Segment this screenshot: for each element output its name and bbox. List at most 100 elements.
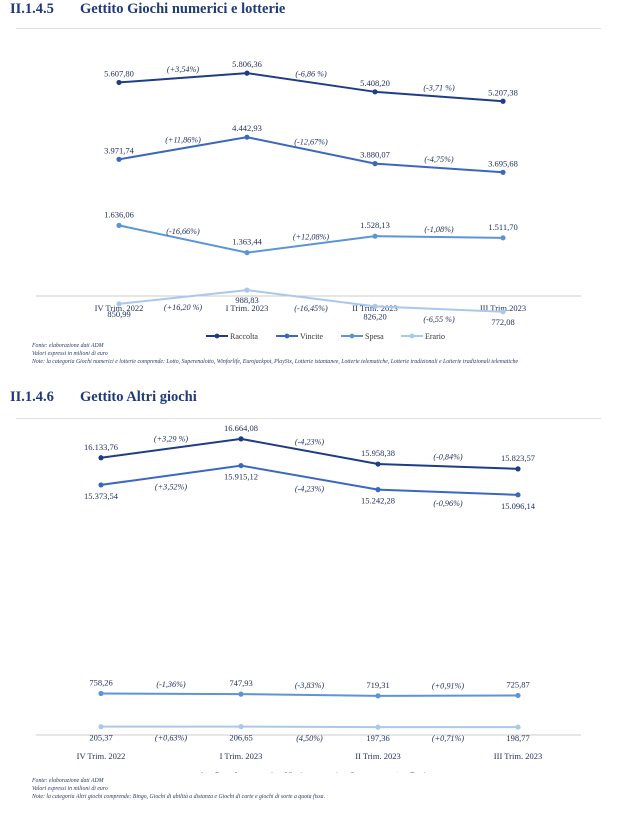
note-source: Fonte: elaborazione dati ADM [32, 778, 104, 784]
change-label: (-3,83%) [295, 681, 325, 690]
data-point [116, 79, 122, 86]
data-label: 15.958,38 [361, 448, 395, 458]
legend-marker [284, 333, 290, 339]
data-point [244, 287, 250, 293]
data-label: 15.096,14 [501, 501, 536, 511]
chart-notes-1: Fonte: elaborazione dati ADM Valori espr… [32, 342, 592, 366]
note-category: Note: la categoria Giochi numerici e lot… [32, 359, 519, 365]
data-point [375, 693, 381, 699]
change-label: (+3,29 %) [154, 434, 188, 443]
data-label: 5.408,20 [360, 78, 390, 88]
data-label: 205,37 [89, 733, 112, 743]
data-label: 758,26 [89, 678, 112, 688]
data-point [238, 462, 244, 469]
chart-panel-altri-giochi: IV Trim. 2022 I Trim. 2023 II Trim. 2023 II… [16, 418, 601, 773]
data-label: 198,77 [506, 733, 529, 743]
data-point [372, 89, 378, 95]
x-tick-label: IV Trim. 2022 [95, 303, 144, 313]
x-tick-label: I Trim. 2023 [220, 751, 263, 761]
change-label: (+3,54%) [167, 65, 199, 74]
section-number: II.1.4.6 [10, 389, 54, 405]
data-label: 1.511,70 [488, 222, 517, 232]
data-point [515, 466, 521, 472]
legend-label: Spesa [350, 771, 369, 773]
x-tick-label: III Trim.2023 [480, 303, 526, 313]
data-label: 5.207,38 [488, 87, 518, 97]
data-point [98, 724, 104, 730]
data-point [500, 235, 506, 241]
data-point [238, 436, 244, 442]
data-point [98, 690, 104, 697]
data-label: 719,31 [366, 680, 389, 690]
data-label: 16.133,76 [84, 442, 118, 452]
note-source: Fonte: elaborazione dati ADM [32, 343, 104, 349]
change-label: (-12,67%) [294, 137, 328, 146]
series-line-spesa [118, 224, 504, 254]
data-label: 1.528,13 [360, 220, 390, 230]
note-category: Note: la categoria Altri giochi comprend… [32, 794, 326, 800]
data-point [238, 691, 244, 697]
data-point [116, 156, 122, 162]
data-label: 5.607,80 [104, 68, 134, 78]
section-title-text: Gettito Altri giochi [80, 389, 197, 405]
legend-marker [349, 333, 355, 339]
data-label: 3.880,07 [360, 150, 390, 160]
data-point [244, 134, 250, 140]
data-label: 5.806,36 [232, 59, 262, 69]
data-label: 4.442,93 [232, 123, 262, 133]
data-label: 772,08 [491, 317, 514, 327]
series-line-raccolta [118, 72, 504, 103]
change-label: (-6,55 %) [423, 315, 455, 324]
change-label: (-0,96%) [433, 499, 463, 508]
x-tick-label: IV Trim. 2022 [77, 751, 126, 761]
data-point [116, 301, 122, 307]
note-units: Valori espressi in milioni di euro [32, 351, 108, 357]
series-line-raccolta [100, 437, 519, 470]
data-point [372, 303, 378, 309]
data-point [244, 70, 250, 76]
data-point [372, 161, 378, 167]
data-label: 16.664,08 [224, 423, 258, 433]
change-label: (-16,66%) [166, 227, 200, 236]
change-label: (-0,84%) [433, 452, 463, 461]
data-point [515, 692, 521, 699]
change-label: (+3,52%) [155, 482, 187, 491]
legend-marker [214, 333, 220, 339]
legend-marker [409, 333, 415, 339]
series-line-vincite [100, 464, 519, 496]
data-point [375, 461, 381, 467]
data-point [244, 250, 250, 256]
change-label: (-4,23%) [295, 485, 325, 494]
chart-notes-2: Fonte: elaborazione dati ADM Valori espr… [32, 777, 592, 801]
section-number: II.1.4.5 [10, 1, 54, 17]
x-tick-label: II Trim. 2023 [355, 751, 401, 761]
change-label: (+16,20 %) [164, 303, 203, 312]
data-point [372, 233, 378, 239]
data-label: 15.823,57 [501, 453, 535, 463]
change-label: (-1,08%) [424, 225, 454, 234]
data-point [500, 98, 506, 104]
data-point [98, 482, 104, 488]
change-label: (-6,86 %) [295, 69, 327, 78]
line-chart-altri-giochi: IV Trim. 2022 I Trim. 2023 II Trim. 2023 II… [36, 423, 581, 773]
change-label: (+0,63%) [155, 734, 187, 743]
change-label: (-4,23%) [295, 437, 325, 446]
data-label: 826,20 [363, 311, 386, 321]
section-title-2: II.1.4.6 Gettito Altri giochi [10, 389, 197, 406]
data-label: 197,36 [366, 733, 389, 743]
legend-label: Erario [410, 771, 430, 773]
change-label: (-4,75%) [424, 155, 454, 164]
x-tick-label: III Trim. 2023 [494, 751, 542, 761]
data-label: 725,87 [506, 679, 529, 689]
change-label: (-16,45%) [294, 304, 328, 313]
series-line-spesa [100, 692, 519, 697]
data-label: 1.363,44 [232, 237, 263, 247]
data-label: 988,83 [235, 295, 258, 305]
note-units: Valori espressi in milioni di euro [32, 786, 108, 792]
data-point [98, 455, 104, 461]
data-label: 15.242,28 [361, 496, 395, 506]
data-point [515, 492, 521, 498]
data-point [116, 222, 122, 228]
legend-label: Raccolta [230, 332, 258, 341]
data-label: 850,99 [107, 309, 130, 319]
